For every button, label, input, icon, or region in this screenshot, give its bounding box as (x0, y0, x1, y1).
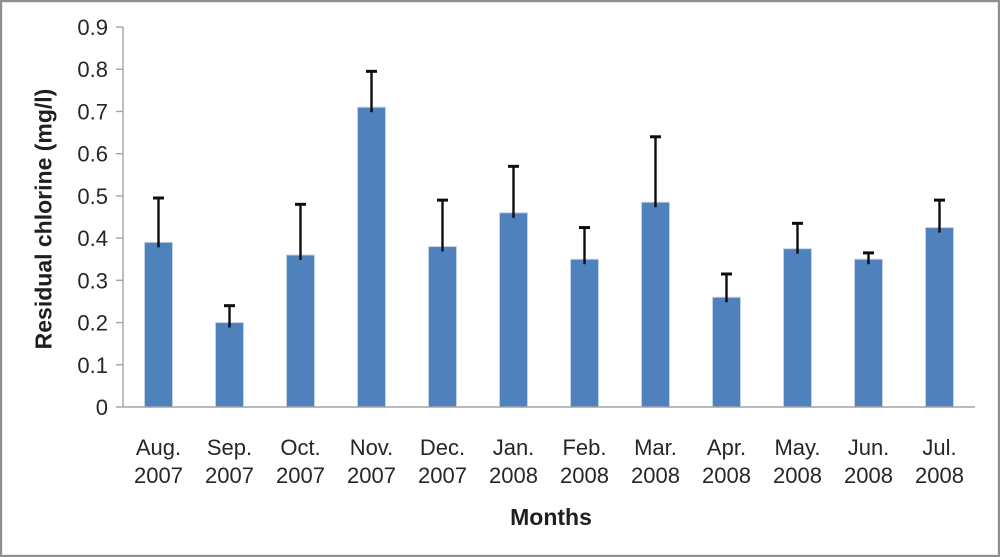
x-category-label-year: 2007 (205, 463, 254, 488)
x-category-label-month: Jun. (848, 435, 890, 460)
x-category-label-year: 2007 (418, 463, 467, 488)
x-category-label-year: 2007 (134, 463, 183, 488)
x-category-label-year: 2008 (844, 463, 893, 488)
x-category-label-year: 2008 (560, 463, 609, 488)
bar (712, 296, 741, 408)
bar (854, 258, 883, 408)
bar (286, 254, 315, 408)
y-tick-label: 0 (96, 395, 108, 420)
y-tick-label: 0.8 (77, 57, 108, 82)
x-category-label-month: Nov. (350, 435, 394, 460)
bar (215, 322, 244, 408)
x-category-label-year: 2008 (915, 463, 964, 488)
y-tick-label: 0.3 (77, 268, 108, 293)
bar (925, 227, 954, 408)
x-category-label-month: Sep. (207, 435, 252, 460)
y-tick-label: 0.7 (77, 99, 108, 124)
y-tick-label: 0.4 (77, 226, 108, 251)
x-category-label-month: May. (774, 435, 820, 460)
x-category-label-month: Aug. (136, 435, 181, 460)
x-category-label-month: Apr. (707, 435, 746, 460)
x-category-label-month: Feb. (562, 435, 606, 460)
x-category-label-month: Oct. (280, 435, 320, 460)
x-category-label-month: Dec. (420, 435, 465, 460)
y-tick-label: 0.5 (77, 184, 108, 209)
y-tick-label: 0.1 (77, 353, 108, 378)
bar (783, 248, 812, 408)
x-category-label-year: 2007 (347, 463, 396, 488)
bar (357, 106, 386, 408)
bar (641, 201, 670, 408)
x-category-label-month: Mar. (634, 435, 677, 460)
x-category-label-year: 2008 (489, 463, 538, 488)
x-axis-title: Months (510, 504, 592, 530)
x-category-label-month: Jul. (922, 435, 956, 460)
x-category-label-year: 2008 (702, 463, 751, 488)
bar (428, 246, 457, 408)
x-category-label-year: 2007 (276, 463, 325, 488)
bar (499, 212, 528, 408)
x-category-label-year: 2008 (773, 463, 822, 488)
y-tick-label: 0.2 (77, 311, 108, 336)
bar (144, 241, 173, 408)
y-tick-label: 0.6 (77, 142, 108, 167)
bar (570, 258, 599, 408)
y-tick-label: 0.9 (77, 15, 108, 40)
x-category-label-month: Jan. (493, 435, 535, 460)
x-category-label-year: 2008 (631, 463, 680, 488)
